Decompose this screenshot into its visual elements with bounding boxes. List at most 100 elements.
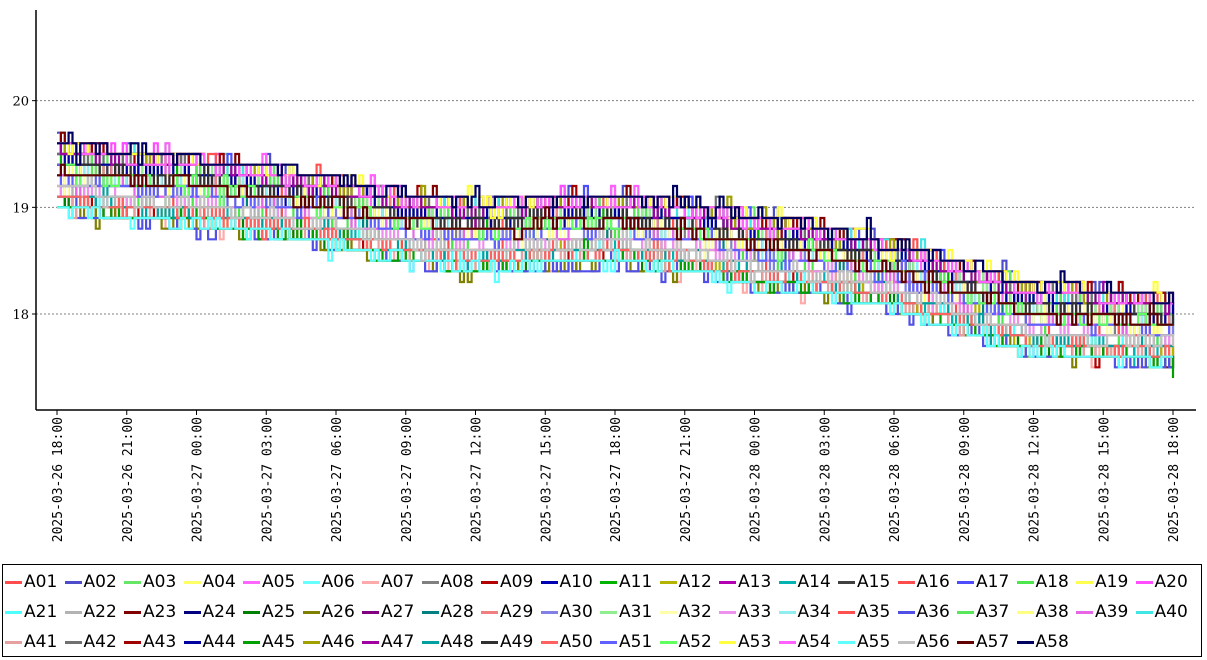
x-tick-label: 2025-03-27 18:00 [609, 417, 624, 542]
legend-swatch [957, 610, 974, 614]
legend-swatch [64, 640, 82, 644]
legend-label: A25 [262, 602, 296, 622]
legend-item-a16: A16 [897, 567, 950, 597]
legend-swatch [243, 580, 260, 584]
legend-swatch [838, 610, 855, 614]
legend-label: A08 [440, 572, 474, 592]
legend-item-a27: A27 [362, 597, 414, 627]
legend-item-a53: A53 [719, 627, 771, 657]
legend-label: A49 [500, 632, 534, 652]
legend-label: A03 [143, 572, 177, 592]
legend-item-a41: A41 [5, 627, 57, 657]
legend-swatch [778, 580, 796, 584]
legend-item-a17: A17 [957, 567, 1009, 597]
legend-item-a36: A36 [897, 597, 950, 627]
legend-swatch [957, 640, 974, 644]
legend-label: A48 [440, 632, 474, 652]
legend-item-a29: A29 [481, 597, 533, 627]
legend-label: A02 [83, 572, 117, 592]
legend-item-a58: A58 [1016, 627, 1069, 657]
legend-item-a21: A21 [5, 597, 57, 627]
legend-swatch [838, 580, 855, 584]
legend-label: A01 [24, 572, 58, 592]
x-tick-label: 2025-03-28 03:00 [818, 417, 833, 542]
legend-label: A43 [143, 632, 177, 652]
legend-label: A06 [321, 572, 355, 592]
legend-label: A27 [381, 602, 415, 622]
legend-item-a10: A10 [540, 567, 593, 597]
y-tick-label: 18 [12, 308, 29, 323]
legend-label: A12 [678, 572, 712, 592]
legend-label: A40 [1154, 602, 1188, 622]
legend-label: A21 [24, 602, 58, 622]
legend-swatch [481, 610, 498, 614]
legend-swatch [183, 610, 201, 614]
series-line-a52 [57, 163, 1173, 326]
y-axis-ticks: 18 19 20 [12, 95, 36, 323]
legend-label: A07 [381, 572, 415, 592]
legend-label: A51 [619, 632, 653, 652]
legend-item-a34: A34 [778, 597, 831, 627]
legend-swatch [243, 640, 260, 644]
legend-label: A15 [857, 572, 891, 592]
legend-label: A38 [1035, 602, 1069, 622]
legend-swatch [957, 580, 974, 584]
legend-label: A53 [738, 632, 772, 652]
x-tick-label: 2025-03-27 09:00 [400, 417, 415, 542]
legend-swatch [481, 640, 498, 644]
legend-label: A19 [1095, 572, 1129, 592]
legend-label: A55 [857, 632, 891, 652]
x-tick-label: 2025-03-27 15:00 [539, 417, 554, 542]
series-lines [57, 131, 1175, 378]
legend-label: A10 [559, 572, 593, 592]
x-tick-label: 2025-03-27 12:00 [470, 417, 485, 542]
legend-label: A57 [976, 632, 1010, 652]
legend-label: A36 [916, 602, 950, 622]
legend-item-a33: A33 [719, 597, 771, 627]
legend-label: A09 [500, 572, 534, 592]
legend-swatch [1016, 580, 1034, 584]
legend-label: A13 [738, 572, 772, 592]
legend-label: A26 [321, 602, 355, 622]
legend-item-a11: A11 [600, 567, 652, 597]
legend-item-a46: A46 [302, 627, 355, 657]
legend-item-a40: A40 [1135, 597, 1188, 627]
legend-item-a43: A43 [124, 627, 176, 657]
legend-item-a12: A12 [659, 567, 712, 597]
legend-item-a20: A20 [1135, 567, 1188, 597]
legend-item-a49: A49 [481, 627, 533, 657]
legend-label: A54 [797, 632, 831, 652]
y-tick-label: 20 [12, 95, 29, 110]
legend-label: A39 [1095, 602, 1129, 622]
legend-label: A56 [916, 632, 950, 652]
legend-swatch [600, 640, 617, 644]
legend-label: A05 [262, 572, 296, 592]
legend-swatch [124, 580, 141, 584]
x-tick-label: 2025-03-27 03:00 [260, 417, 275, 542]
legend-swatch [719, 610, 736, 614]
legend-swatch [1135, 610, 1153, 614]
legend-swatch [481, 580, 498, 584]
legend-label: A16 [916, 572, 950, 592]
series-line-a54 [57, 142, 1173, 305]
legend-swatch [1076, 610, 1093, 614]
legend-swatch [243, 610, 260, 614]
legend-label: A04 [202, 572, 236, 592]
legend-label: A18 [1035, 572, 1069, 592]
legend-item-a28: A28 [421, 597, 474, 627]
legend-swatch [778, 610, 796, 614]
legend-label: A33 [738, 602, 772, 622]
x-tick-label: 2025-03-27 00:00 [191, 417, 206, 542]
legend-swatch [5, 580, 22, 584]
legend-swatch [1135, 580, 1153, 584]
legend-swatch [124, 610, 141, 614]
legend-label: A28 [440, 602, 474, 622]
legend-item-a03: A03 [124, 567, 176, 597]
legend-swatch [659, 610, 677, 614]
legend-swatch [64, 580, 82, 584]
legend-item-a22: A22 [64, 597, 117, 627]
x-tick-label: 2025-03-28 00:00 [749, 417, 764, 542]
x-tick-label: 2025-03-27 06:00 [330, 417, 345, 542]
legend-item-a18: A18 [1016, 567, 1069, 597]
x-tick-label: 2025-03-28 18:00 [1167, 417, 1182, 542]
